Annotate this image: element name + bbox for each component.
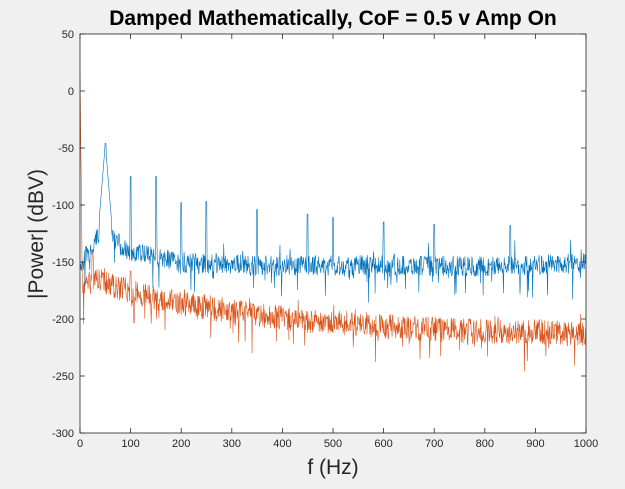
y-tick-label: -100 <box>52 200 74 212</box>
y-tick-label: -250 <box>52 371 74 383</box>
x-tick-label: 1000 <box>574 438 598 450</box>
x-tick-label: 200 <box>172 438 190 450</box>
axes-layer: 0 100 200 300 400 500 600 700 800 900 1000-300-250… <box>52 29 598 450</box>
x-tick-label: 900 <box>526 438 544 450</box>
x-axis-label: f (Hz) <box>307 456 358 479</box>
x-tick-label: 700 <box>425 438 443 450</box>
x-tick-label: 600 <box>374 438 392 450</box>
y-tick-label: -200 <box>52 314 74 326</box>
x-tick-label: 800 <box>476 438 494 450</box>
y-tick-label: 0 <box>68 86 74 98</box>
y-tick-label: -50 <box>58 143 74 155</box>
x-tick-label: 300 <box>223 438 241 450</box>
y-tick-label: -150 <box>52 257 74 269</box>
series-layer <box>80 73 586 372</box>
y-axis-label: |Power| (dBV) <box>25 169 48 299</box>
y-tick-label: -300 <box>52 428 74 440</box>
x-tick-label: 500 <box>324 438 342 450</box>
x-tick-label: 100 <box>121 438 139 450</box>
series-line-0 <box>80 143 586 303</box>
series-line-1 <box>80 73 586 372</box>
y-tick-label: 50 <box>62 29 74 41</box>
x-tick-label: 0 <box>77 438 83 450</box>
plot-area <box>80 34 586 433</box>
chart-title: Damped Mathematically, CoF = 0.5 v Amp O… <box>109 7 557 30</box>
x-tick-label: 400 <box>273 438 291 450</box>
